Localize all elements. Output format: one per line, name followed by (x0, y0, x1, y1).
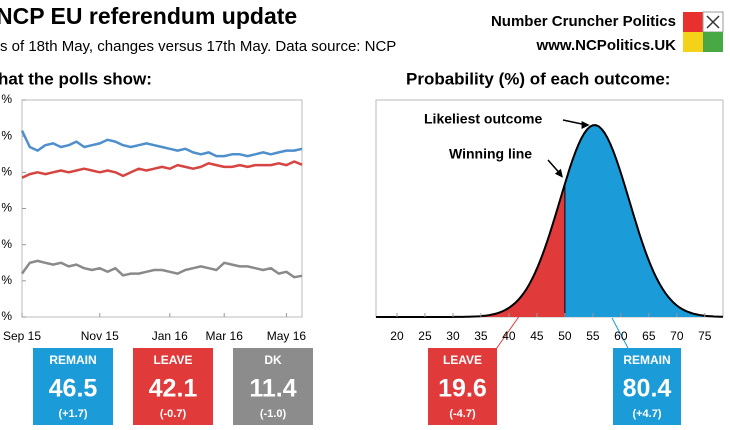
summary-change: (-0.7) (160, 408, 187, 420)
y-tick-label: % (1, 128, 12, 142)
x-tick-label: 55 (586, 329, 600, 343)
summary-change: (-4.7) (449, 408, 476, 420)
summary-change: (+1.7) (58, 408, 87, 420)
chart-title: Probability (%) of each outcome: (406, 69, 670, 88)
y-tick-label: % (1, 201, 12, 215)
brand: Number Cruncher Politics (491, 13, 676, 30)
summary-change: (-1.0) (260, 408, 287, 420)
summary-name: REMAIN (49, 353, 96, 367)
summary-value: 11.4 (249, 375, 296, 403)
x-tick-label: Sep 15 (3, 329, 41, 343)
x-tick-label: 30 (446, 329, 460, 343)
connector (611, 317, 629, 349)
summary-value: 19.6 (438, 375, 487, 403)
summary-box (613, 348, 681, 425)
x-tick-label: 40 (502, 329, 516, 343)
x-tick-label: Jan 16 (152, 329, 188, 343)
logo (683, 11, 724, 52)
leave-area (376, 183, 565, 317)
summary-value: 42.1 (149, 375, 198, 403)
y-tick-label: % (1, 165, 12, 179)
title: NCP EU referendum update (0, 3, 297, 29)
x-tick-label: 25 (418, 329, 432, 343)
summary-name: LEAVE (153, 353, 192, 367)
summary-box (233, 348, 313, 425)
summary-box (133, 348, 213, 425)
summary-name: REMAIN (623, 353, 670, 367)
x-tick-label: May 16 (267, 329, 307, 343)
y-tick-label: % (1, 92, 12, 106)
x-tick-label: 35 (474, 329, 488, 343)
x-tick-label: 20 (390, 329, 404, 343)
x-tick-label: 65 (642, 329, 656, 343)
y-tick-label: % (1, 273, 12, 287)
chart-title: hat the polls show: (0, 69, 152, 88)
summary-box (33, 348, 113, 425)
x-tick-label: 70 (670, 329, 684, 343)
y-tick-label: % (1, 237, 12, 251)
plot-frame (21, 99, 303, 318)
series-line (20, 130, 303, 158)
summary-value: 80.4 (623, 375, 672, 403)
connector (493, 297, 533, 353)
annotation: Winning line (449, 146, 532, 162)
annotation: Likeliest outcome (424, 111, 542, 127)
x-tick-label: 50 (558, 329, 572, 343)
summary-change: (+4.7) (632, 408, 661, 420)
x-tick-label: Mar 16 (206, 329, 244, 343)
subtitle: s of 18th May, changes versus 17th May. … (0, 38, 396, 55)
series-line (20, 259, 303, 279)
series-line (21, 160, 303, 179)
summary-name: DK (264, 353, 282, 367)
summary-value: 46.5 (49, 375, 98, 403)
summary-name: LEAVE (443, 353, 482, 367)
summary-box (428, 348, 497, 425)
y-tick-label: % (1, 309, 12, 323)
url: www.NCPolitics.UK (536, 37, 677, 54)
x-tick-label: 60 (614, 329, 628, 343)
arrow-head (554, 168, 563, 178)
x-tick-label: 75 (698, 329, 712, 343)
remain-area (564, 125, 723, 317)
arrow-head (581, 121, 590, 129)
x-tick-label: Nov 15 (81, 329, 119, 343)
x-tick-label: 45 (530, 329, 544, 343)
density-curve (376, 124, 724, 318)
